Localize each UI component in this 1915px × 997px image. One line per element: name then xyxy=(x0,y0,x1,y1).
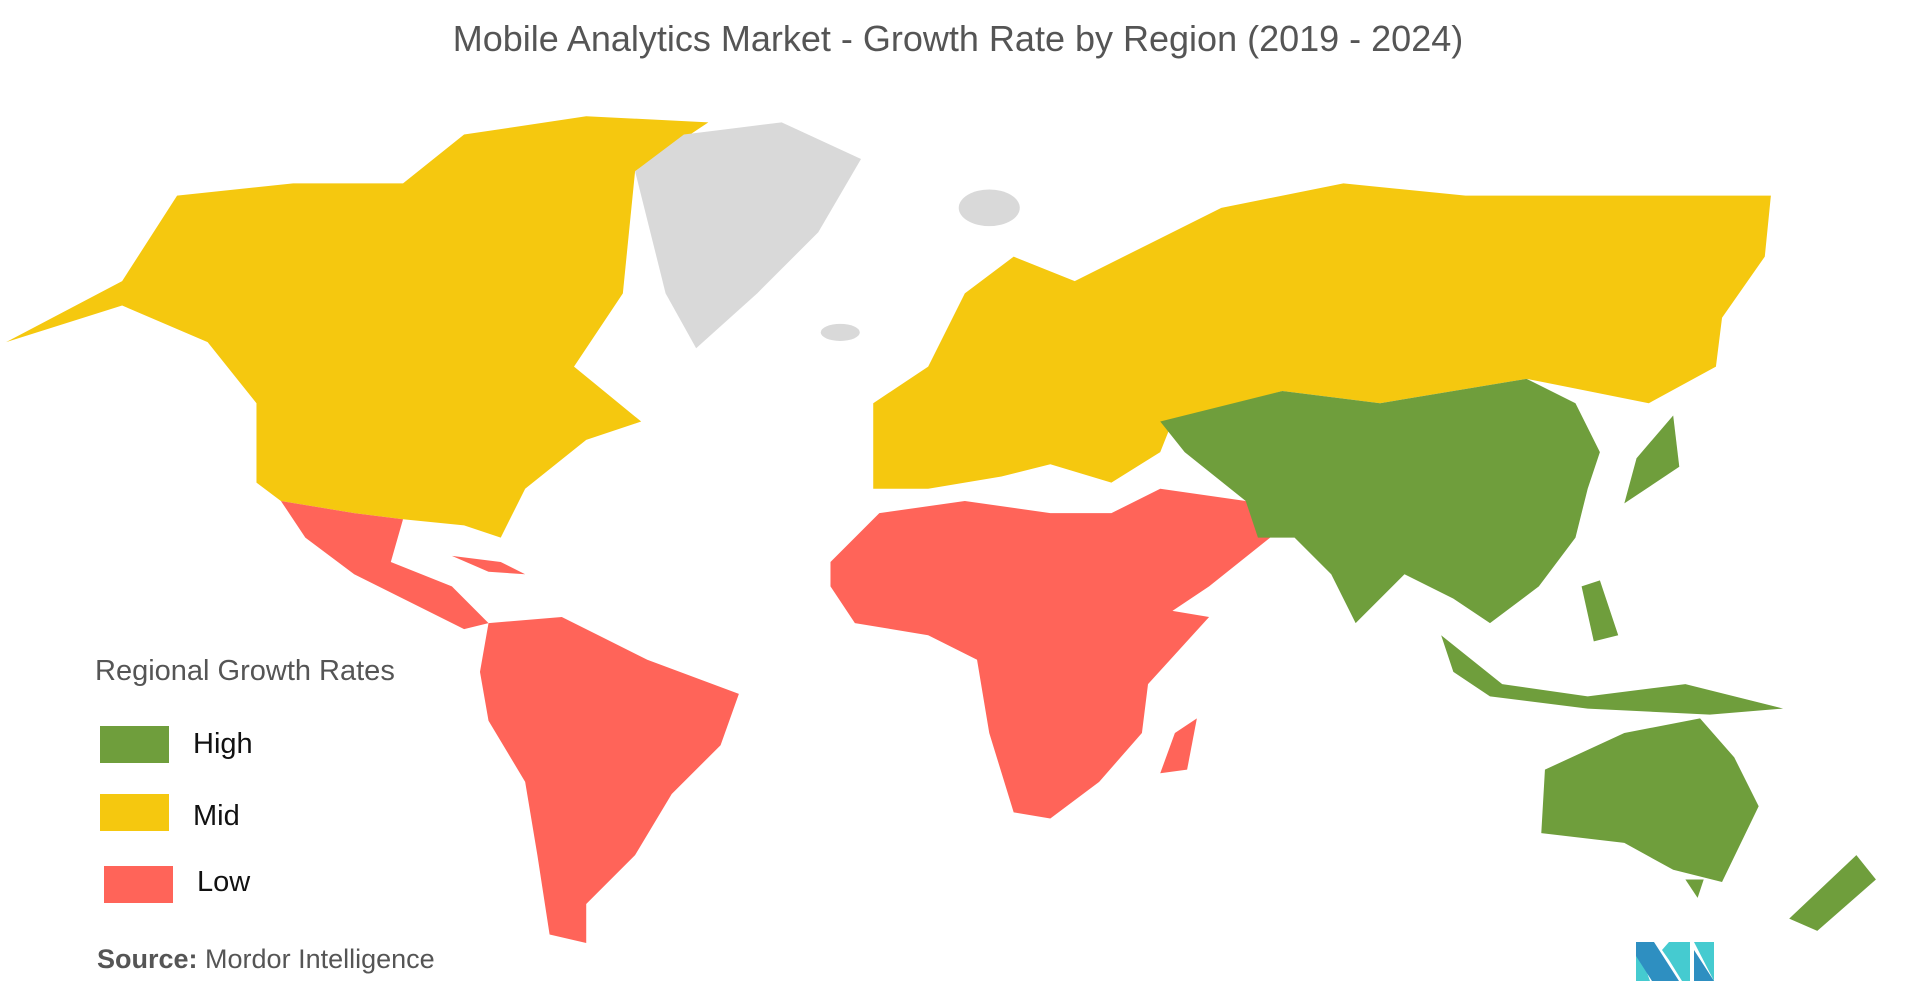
legend-label-low: Low xyxy=(197,866,251,898)
legend-swatch-low xyxy=(104,866,173,903)
greenland xyxy=(635,122,862,349)
legend-title: Regional Growth Rates xyxy=(95,655,395,687)
mordor-logo xyxy=(1636,942,1714,981)
indonesia xyxy=(1441,635,1784,715)
australia xyxy=(1541,718,1759,882)
region-asia xyxy=(1160,378,1600,624)
region-north-america xyxy=(6,116,709,538)
region-central-america xyxy=(280,500,489,630)
legend-label-high: High xyxy=(193,728,253,760)
source-note: Source: Mordor Intelligence xyxy=(97,944,435,975)
region-europe-russia xyxy=(873,183,1771,489)
region-mid xyxy=(6,116,1771,538)
philippines xyxy=(1581,580,1619,642)
source-value: Mordor Intelligence xyxy=(205,944,435,974)
source-label: Source: xyxy=(97,944,198,974)
region-south-america xyxy=(479,616,739,944)
legend-swatch-mid xyxy=(100,794,169,831)
iceland xyxy=(958,189,1020,227)
legend-label-mid: Mid xyxy=(193,800,240,832)
region-africa-middle-east xyxy=(830,488,1271,819)
tasmania xyxy=(1685,879,1704,898)
madagascar xyxy=(1160,718,1197,774)
svalbard xyxy=(820,323,860,341)
chart-title: Mobile Analytics Market - Growth Rate by… xyxy=(452,18,1464,59)
new-zealand xyxy=(1789,855,1876,931)
region-caribbean xyxy=(451,555,526,575)
legend-swatch-high xyxy=(100,726,169,763)
japan xyxy=(1624,415,1680,504)
